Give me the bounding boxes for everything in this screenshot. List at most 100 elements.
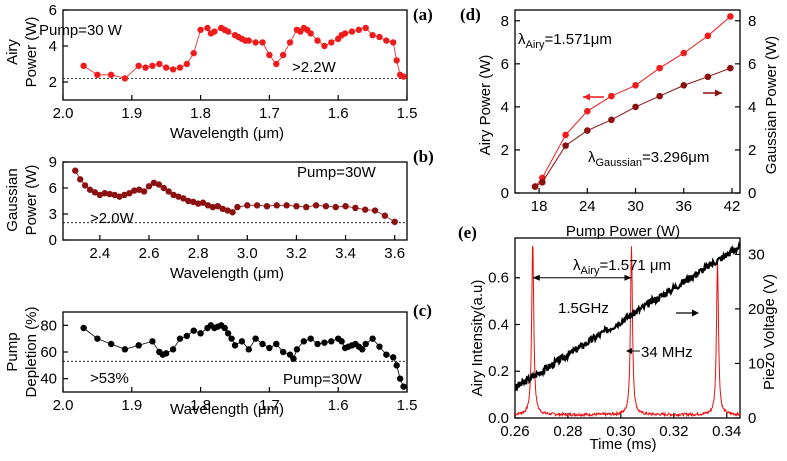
panel-d-data-point-gaussian [562,142,569,149]
panel-b-data-point [155,181,163,188]
panel-a-data-point [348,28,356,35]
panel-a-ytick-label: 2 [49,74,57,91]
panel-c-data-point [135,342,142,349]
panel-a-data-point [328,39,335,46]
panel-a-xtick-label: 1.7 [259,105,280,122]
panel-a-data-point [169,66,177,73]
panel-d-series-line-airy [534,16,731,187]
panel-c-data-point [259,340,266,348]
panel-a-data-point [400,73,407,80]
panel-e-ylabel: Airy Intensity(a.u) [469,280,486,397]
panel-a-label: (a) [413,5,433,24]
panel-b-ytick-label: 6 [49,180,57,197]
panel-a-data-point [341,30,349,37]
panel-e-xtick-label: 0.26 [500,423,529,440]
panel-a-data-point [369,32,376,39]
panel-e-label: (e) [458,223,477,242]
panel-b-ytick-label: 3 [49,206,57,223]
panel-c-data-point [400,383,407,390]
panel-a-data-point [121,75,129,82]
panel-b-data-point [371,207,379,214]
panel-d-ytick-right-label: 6 [748,56,756,73]
panel-c-data-point [273,340,280,348]
panel-d-data-point-airy [727,13,734,20]
panel-d-ytick-label: 4 [501,99,509,116]
panel-b-data-point [96,191,104,199]
panel-e-piezo-voltage-trace [514,241,741,392]
panel-b-data-point [170,191,177,199]
panel-a-data-point [362,24,369,32]
panel-e-ytick-label: 0.4 [488,316,509,333]
panel-a-xtick-label: 2.0 [53,105,74,122]
panel-a-xlabel: Wavelength (μm) [170,125,284,142]
panel-e-linewidth-arrowhead [626,348,632,354]
panel-b-data-point [145,183,153,190]
panel-a-data-point [273,60,280,68]
panel-a-annotation: Pump=30 W [39,22,123,39]
panel-d-xtick-label: 18 [531,198,548,215]
panel-a-data-point [94,71,101,79]
panel-c-data-point [149,338,156,345]
panel-a-ylabel-1: Airy [4,39,21,65]
panel-c-xtick-label: 1.6 [328,397,349,414]
panel-c-xtick-label: 1.8 [190,397,211,414]
panel-d-data-point-gaussian [727,64,734,72]
panel-d-data-point-gaussian [704,73,712,81]
panel-a-data-point [286,39,294,46]
panel-b-xtick-label: 3.4 [335,245,356,262]
panel-d-data-point-airy [680,49,688,57]
panel-c-data-point [393,362,400,369]
panel-a: 2.0 1.9 1.8 1.7 1.6 1.5 2 4 6 (a) Pump=30 W >2.2… [4,2,433,142]
panel-a-data-point [252,39,259,46]
panel-a-series-line [83,27,404,79]
panel-c-data-point [163,350,170,357]
panel-c-data-point [369,335,376,342]
panel-b-data-point [391,218,398,225]
panel-a-data-point [163,64,170,71]
panel-c-xtick-label: 2.0 [53,397,74,414]
panel-e-xtick-label: 0.30 [606,423,635,440]
panel-b-data-point [135,186,143,193]
panel-c-data-point [362,340,369,348]
panel-b-data-point [219,205,226,212]
panel-c-data-point [314,340,321,348]
panel-e-piezo-axis-arrowhead [692,309,699,317]
panel-b-xtick-label: 3.0 [237,245,258,262]
panel-c-data-point [293,346,301,353]
panel-e-ytick-label: 0.6 [488,270,509,287]
panel-b-data-point [199,199,207,206]
panel-a-data-point [142,64,149,71]
panel-b-data-point [86,186,94,193]
panel-d-data-point-airy [656,64,663,72]
panel-d-ytick-label: 0 [501,185,509,202]
panel-e-frame [514,237,741,419]
panel-b-ytick-label: 9 [49,154,57,171]
panel-b-data-point [116,193,123,200]
panel-b-data-point [190,198,197,206]
panel-d-ylabel: Airy Power (W) [477,55,494,156]
panel-d-airy-axis-arrow-head [583,93,590,101]
panel-d-ytick-right-label: 2 [748,142,756,159]
panel-a-xtick-label: 1.9 [121,105,142,122]
panel-b-data-point [165,188,172,195]
panel-e-plot: 0.26 0.28 0.30 0.32 0.34 0.0 0.2 0.4 0.6 0 10 20 30 [488,237,765,440]
panel-d-data-point-airy [562,131,569,139]
panel-a-data-point [176,64,184,71]
panel-d-airy-label: λAiry=1.571μm [518,31,612,51]
panel-b-data-point [283,202,290,209]
panel-b-data-point [312,202,320,209]
panel-a-xtick-label: 1.8 [190,105,211,122]
panel-a-data-point [355,26,363,33]
panel-b-data-point [194,200,202,207]
panel-a-data-point [321,42,328,50]
panel-d-xtick-label: 30 [627,198,644,215]
panel-a-data-point [149,62,156,69]
panel-c-data-point [183,332,191,340]
panel-a-data-point [211,28,218,35]
panel-c-data-point [80,324,87,332]
panel-c-annotation: Pump=30W [283,371,363,388]
panel-b-data-point [273,202,280,209]
